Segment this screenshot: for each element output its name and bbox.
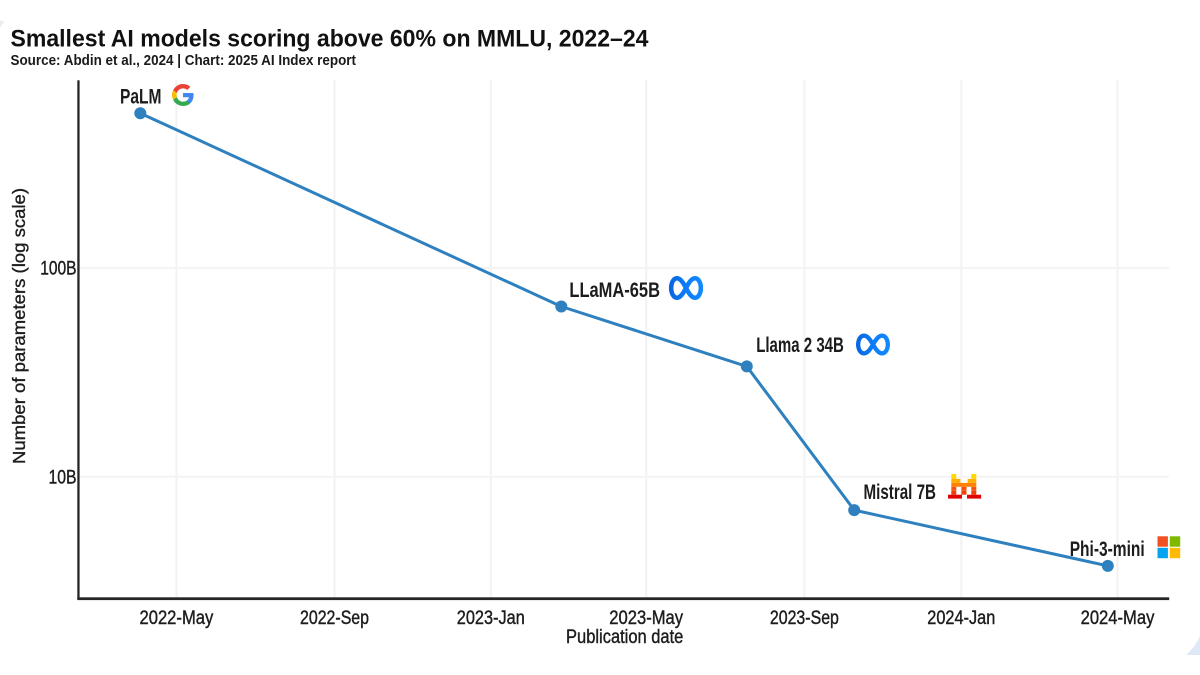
svg-text:2023-Sep: 2023-Sep [770, 608, 839, 629]
svg-text:PaLM: PaLM [120, 84, 162, 108]
svg-text:10B: 10B [49, 467, 77, 488]
svg-text:2022-Sep: 2022-Sep [300, 608, 369, 629]
svg-text:2023-Jan: 2023-Jan [457, 608, 525, 629]
svg-text:2024-May: 2024-May [1081, 608, 1155, 629]
svg-text:Number of parameters (log scal: Number of parameters (log scale) [9, 188, 29, 464]
svg-text:Smallest AI models scoring abo: Smallest AI models scoring above 60% on … [11, 25, 650, 52]
svg-text:2024-Jan: 2024-Jan [927, 608, 995, 629]
svg-text:LLaMA-65B: LLaMA-65B [569, 278, 660, 302]
svg-text:2022-May: 2022-May [140, 608, 214, 629]
svg-text:Publication date: Publication date [566, 627, 683, 648]
svg-text:Phi-3-mini: Phi-3-mini [1070, 537, 1145, 561]
svg-text:Source: Abdin et al., 2024 | C: Source: Abdin et al., 2024 | Chart: 2025… [11, 53, 357, 69]
svg-text:Mistral 7B: Mistral 7B [864, 480, 937, 504]
svg-text:2023-May: 2023-May [609, 608, 683, 629]
svg-text:Llama 2 34B: Llama 2 34B [756, 333, 844, 357]
svg-text:100B: 100B [40, 259, 76, 280]
